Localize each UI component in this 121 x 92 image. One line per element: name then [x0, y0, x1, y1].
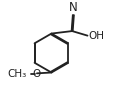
Text: OH: OH — [88, 31, 104, 41]
Text: O: O — [33, 69, 41, 79]
Text: N: N — [69, 1, 78, 14]
Text: CH₃: CH₃ — [8, 69, 27, 79]
